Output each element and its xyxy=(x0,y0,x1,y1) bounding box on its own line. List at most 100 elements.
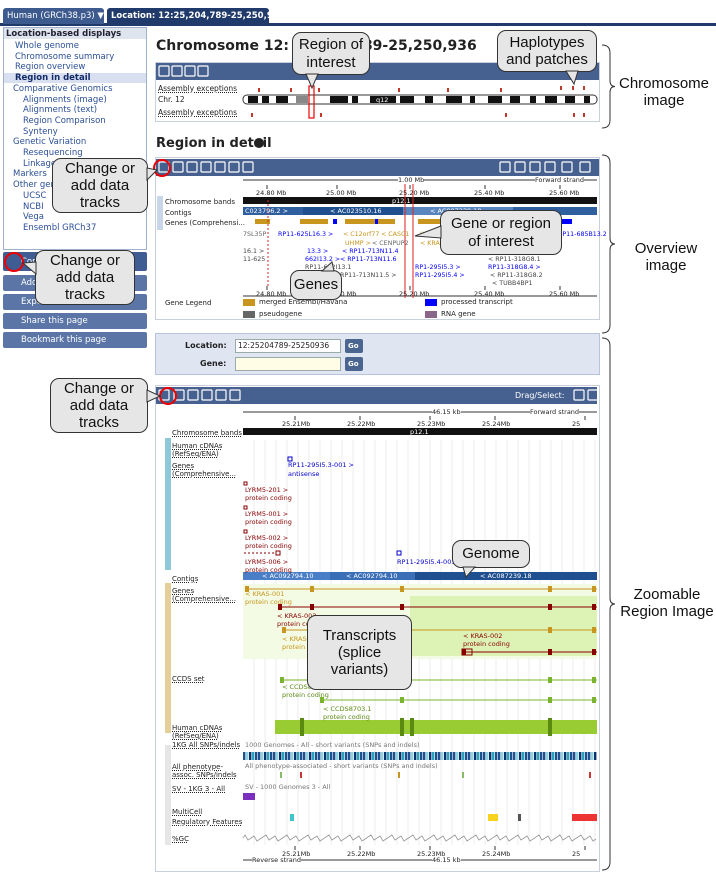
chromosome-panel xyxy=(155,62,600,122)
regulatory-feature xyxy=(518,814,521,821)
exon xyxy=(592,586,596,592)
sidebar-button-label[interactable]: Share this page xyxy=(21,316,88,326)
variant xyxy=(585,752,588,760)
panel-annotation: Overview image xyxy=(634,239,698,274)
tick-label: 25.20 Mb xyxy=(399,290,430,298)
variant xyxy=(363,752,366,760)
gene-label: < RP11-318G8.2 xyxy=(490,272,543,279)
feature-label: < KRAS-003 xyxy=(277,612,317,620)
species-tab-label[interactable]: Human (GRCh38.p3) ▼ xyxy=(7,11,104,21)
sidebar-selected-bg xyxy=(4,73,146,84)
track-label: SV - 1KG 3 - All xyxy=(172,785,226,793)
variant xyxy=(507,752,510,760)
sidebar-link[interactable]: Resequencing xyxy=(23,148,83,158)
gene-glyph xyxy=(255,219,270,224)
band-bar xyxy=(243,197,597,204)
toolbar-icon xyxy=(214,161,226,173)
toolbar-icon xyxy=(228,161,240,173)
sidebar-link[interactable]: Comparative Genomics xyxy=(13,83,113,94)
variant xyxy=(519,752,522,760)
variant xyxy=(336,752,339,760)
gene-label: 11-625 xyxy=(243,256,266,263)
sidebar-link[interactable]: Whole genome xyxy=(15,41,80,51)
variant xyxy=(546,752,549,760)
feature-label: RP11-295I5.4-001 > xyxy=(397,558,463,566)
toolbar-icon xyxy=(514,161,526,173)
exon xyxy=(245,586,249,592)
go-button-label[interactable]: Go xyxy=(348,360,359,368)
variant xyxy=(414,752,417,760)
help-icon xyxy=(254,138,264,148)
sidebar-button-label[interactable]: Bookmark this page xyxy=(21,335,107,345)
input-value[interactable]: 12:25204789-25250936 xyxy=(238,341,330,350)
variant xyxy=(339,752,342,760)
variant xyxy=(492,752,495,760)
exon xyxy=(310,586,314,592)
variant xyxy=(477,752,480,760)
sidebar-link[interactable]: Alignments (text) xyxy=(23,105,98,116)
track-label: Contigs xyxy=(165,208,192,217)
exon xyxy=(282,627,286,633)
form-label: Gene: xyxy=(200,359,227,368)
ideogram-band xyxy=(330,96,348,103)
variant xyxy=(312,752,315,760)
variant xyxy=(582,752,585,760)
variant xyxy=(309,752,312,760)
toolbar-icon xyxy=(229,389,241,401)
sidebar-link[interactable]: Chromosome summary xyxy=(15,51,115,62)
location-tab-label[interactable]: Location: 12:25,204,789-25,250,936 ▼ xyxy=(111,11,295,21)
sidebar-link[interactable]: Region in detail xyxy=(15,73,91,84)
go-button-label[interactable]: Go xyxy=(348,342,359,350)
variant xyxy=(423,752,426,760)
feature-label: protein coding xyxy=(245,542,292,550)
sidebar-link[interactable]: NCBI xyxy=(23,201,44,212)
assembly-exception xyxy=(500,88,502,92)
sidebar-link[interactable]: Vega xyxy=(23,212,44,223)
phenotype-variant xyxy=(280,772,282,778)
feature-label: < KRAS-004 xyxy=(282,635,322,643)
ideogram-band xyxy=(248,96,258,103)
variant xyxy=(297,752,300,760)
regulatory-feature xyxy=(290,814,294,821)
variant xyxy=(483,752,486,760)
toolbar-icon xyxy=(187,389,199,401)
exon xyxy=(300,718,304,736)
sidebar-link[interactable]: Region Comparison xyxy=(23,115,106,126)
variant xyxy=(513,752,516,760)
sidebar-link[interactable]: Region overview xyxy=(15,62,86,73)
feature-label: LYRM5-201 > xyxy=(245,486,289,494)
tick-label: 25 xyxy=(572,420,581,428)
legend-title: Gene Legend xyxy=(165,299,212,307)
callout: Change or add data tracks xyxy=(35,250,135,305)
phenotype-variant xyxy=(462,772,464,778)
sidebar-link[interactable]: Linkage Data xyxy=(23,158,80,169)
gc-line xyxy=(242,834,597,842)
sidebar-link[interactable]: Alignments (image) xyxy=(23,94,107,105)
exon xyxy=(548,677,552,683)
track-label: Chr. 12 xyxy=(158,95,185,104)
feature-label: < KRAS-002 xyxy=(463,632,503,640)
gene-label: 13.3 > xyxy=(307,248,329,255)
variant xyxy=(303,752,306,760)
panel-annotation: Zoomable Region Image xyxy=(620,585,714,620)
variant xyxy=(351,752,354,760)
toolbar-icon xyxy=(200,161,212,173)
band-label: p12.1 xyxy=(410,428,429,436)
sidebar-link[interactable]: Markers xyxy=(13,169,47,180)
sidebar-link[interactable]: Synteny xyxy=(23,126,58,137)
sidebar-link[interactable]: Genetic Variation xyxy=(13,137,87,148)
variant xyxy=(321,752,324,760)
sidebar-link[interactable]: Ensembl GRCh37 xyxy=(23,222,97,233)
gene-label: < CENPUP2 xyxy=(372,240,409,247)
sidebar-button xyxy=(3,313,147,329)
variant xyxy=(366,752,369,760)
feature-label: SV - 1000 Genomes 3 - All xyxy=(245,783,331,791)
variant xyxy=(264,752,267,760)
variant xyxy=(243,752,246,760)
sidebar-link[interactable]: UCSC xyxy=(23,190,47,201)
variant xyxy=(576,752,579,760)
track-group-strip xyxy=(165,438,171,570)
variant xyxy=(579,752,582,760)
tab-bar xyxy=(0,23,716,26)
variant xyxy=(588,752,591,760)
